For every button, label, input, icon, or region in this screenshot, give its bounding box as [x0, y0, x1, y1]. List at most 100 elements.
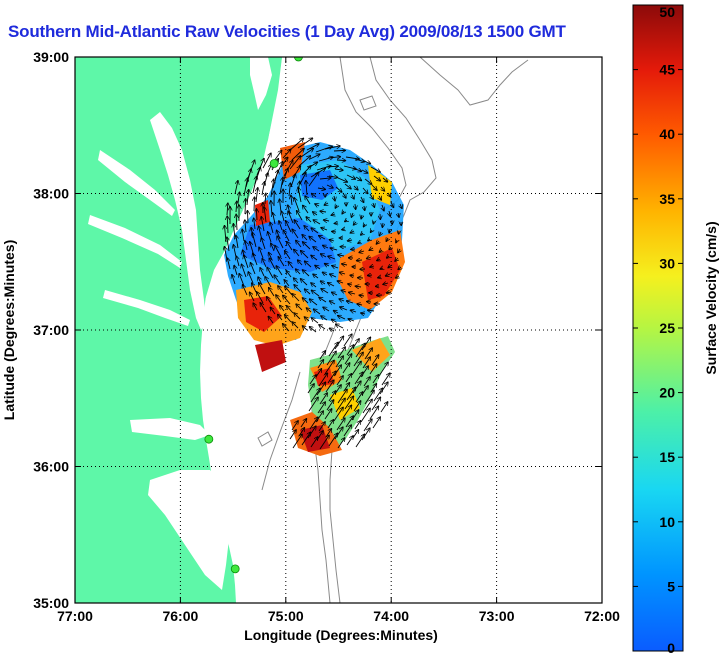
velocity-vector	[346, 387, 355, 401]
velocity-vector	[243, 178, 248, 197]
velocity-vector	[283, 230, 290, 242]
colorbar-label: Surface Velocity (cm/s)	[703, 221, 719, 374]
velocity-vector	[338, 255, 345, 256]
velocity-vector	[324, 146, 340, 150]
velocity-vector	[337, 177, 347, 182]
velocity-vector	[232, 275, 236, 285]
velocity-vector	[348, 240, 353, 241]
velocity-vector	[303, 242, 311, 250]
velocity-vector	[261, 182, 264, 196]
velocity-vector	[351, 362, 361, 376]
velocity-vector	[253, 254, 258, 266]
velocity-vector	[382, 177, 387, 182]
velocity-vector	[278, 315, 283, 321]
colorbar-tick-label: 5	[667, 578, 675, 594]
velocity-vector	[333, 150, 345, 151]
velocity-vector	[304, 226, 310, 232]
velocity-vector	[298, 260, 303, 266]
velocity-vector	[369, 364, 377, 375]
velocity-vector	[373, 388, 382, 402]
velocity-vector	[356, 286, 362, 287]
velocity-vector	[342, 363, 350, 374]
velocity-vector	[383, 283, 389, 284]
velocity-vector	[346, 436, 353, 446]
velocity-vector	[357, 260, 363, 261]
velocity-vector	[311, 283, 317, 288]
velocity-vector	[352, 195, 354, 199]
velocity-vector	[294, 250, 300, 257]
velocity-vector	[324, 361, 334, 375]
velocity-vector	[268, 232, 272, 243]
velocity-vector	[328, 433, 337, 447]
velocity-vector	[354, 186, 358, 190]
velocity-vector	[342, 264, 348, 265]
colorbar-tick-label: 10	[659, 514, 675, 530]
velocity-vector	[256, 209, 257, 221]
x-tick-label: 74:00	[373, 608, 409, 624]
velocity-vector	[265, 277, 272, 288]
velocity-vector	[341, 290, 347, 292]
velocity-vector	[346, 174, 355, 179]
velocity-vector	[332, 320, 337, 322]
velocity-vector	[312, 194, 317, 197]
velocity-vector	[314, 309, 321, 315]
bay-tributary	[98, 150, 175, 216]
velocity-vector	[312, 290, 320, 297]
velocity-vector	[292, 294, 300, 302]
x-tick-label: 73:00	[479, 608, 515, 624]
velocity-vector	[302, 235, 308, 241]
velocity-vector	[276, 295, 282, 303]
velocity-vector	[378, 277, 381, 278]
velocity-vector	[310, 389, 320, 403]
velocity-vector	[328, 176, 337, 177]
velocity-vector	[354, 372, 363, 385]
velocity-vector	[276, 266, 283, 276]
velocity-vector	[321, 281, 326, 284]
velocity-vector	[262, 259, 267, 268]
map-grid	[75, 57, 602, 603]
velocity-vector	[267, 297, 273, 306]
velocity-vector	[333, 408, 343, 422]
velocity-vector	[331, 214, 335, 215]
velocity-vector	[348, 319, 355, 321]
velocity-vector	[291, 421, 298, 431]
velocity-vector	[355, 344, 365, 358]
velocity-vector	[344, 183, 351, 189]
velocity-vector	[308, 398, 318, 412]
velocity-vector	[279, 178, 283, 195]
velocity-vector	[376, 241, 379, 244]
velocity-vector	[297, 211, 303, 221]
velocity-vector	[316, 382, 325, 396]
x-tick-label: 72:00	[584, 608, 620, 624]
velocity-vector	[335, 399, 345, 413]
velocity-vector	[345, 416, 353, 428]
velocity-vector	[362, 400, 372, 414]
velocity-vector	[305, 289, 311, 295]
colorbar-ticks: 0 5 10 15 20 25 30 35 40 45 50	[633, 4, 683, 656]
velocity-vector	[369, 248, 373, 250]
velocity-vector	[348, 284, 353, 285]
velocity-vector	[298, 156, 310, 167]
velocity-vector	[261, 238, 266, 250]
velocity-vector	[355, 177, 361, 180]
velocity-vector	[396, 240, 397, 242]
velocity-vector	[270, 223, 274, 234]
velocity-vector	[398, 212, 399, 217]
velocity-vector	[326, 185, 333, 188]
pamlico-sound	[148, 470, 230, 590]
velocity-vector	[386, 274, 391, 276]
velocity-vector	[310, 299, 318, 306]
velocity-vector	[339, 299, 345, 301]
velocity-vector	[294, 313, 301, 320]
velocity-vector	[279, 221, 283, 231]
velocity-vector	[289, 183, 290, 197]
velocity-vector	[347, 301, 354, 303]
velocity-vector	[287, 306, 294, 314]
velocity-vector	[250, 292, 255, 302]
velocity-vector	[367, 257, 372, 259]
velocity-vector	[243, 285, 248, 296]
velocity-vector	[344, 396, 353, 410]
velocity-vector	[371, 230, 372, 232]
y-tick-label: 36:00	[33, 459, 69, 475]
velocity-vector	[260, 303, 267, 313]
